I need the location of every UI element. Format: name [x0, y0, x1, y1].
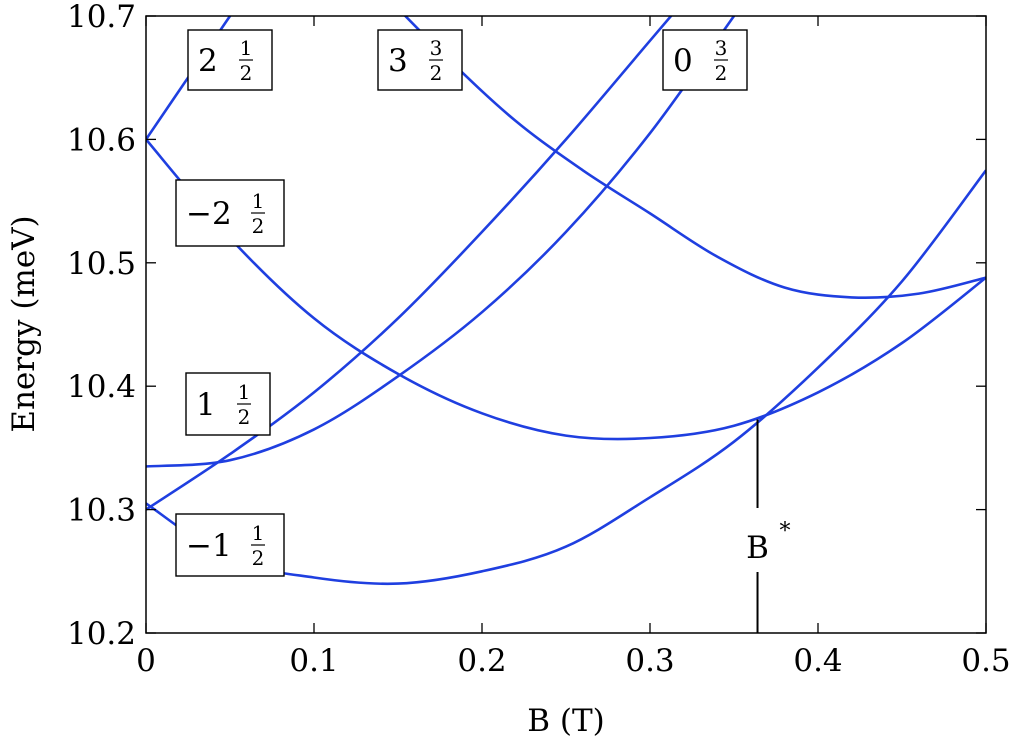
x-tick-label: 0	[136, 643, 156, 679]
curve-label-m: 0	[673, 43, 693, 79]
y-tick-label: 10.7	[67, 0, 136, 35]
x-tick-label: 0.2	[457, 643, 506, 679]
y-tick-label: 10.6	[67, 122, 136, 158]
curve-label-m: 2	[198, 43, 218, 79]
y-tick-label: 10.5	[67, 246, 136, 282]
curve-label-m: 1	[196, 387, 216, 423]
series-line-2	[403, 16, 986, 300]
curve-label-box: −2 12	[175, 179, 285, 247]
series-line-3	[146, 16, 673, 511]
y-tick-label: 10.2	[67, 616, 136, 652]
curve-label-numerator: 1	[252, 189, 265, 213]
curve-label-numerator: 1	[238, 380, 251, 404]
x-axis-title: B (T)	[527, 703, 605, 739]
curve-label-box: 2 12	[187, 29, 273, 91]
curve-label-numerator: 1	[252, 521, 265, 545]
curve-label-denominator: 2	[240, 61, 253, 85]
curve-label-m: −1	[186, 528, 232, 564]
annotation-layer: B *	[746, 419, 791, 633]
tick-layer: 0 0.1 0.2 0.3 0.4 0.5 10.2 10.3 10.4 10.5 10.6 10.7	[67, 0, 1011, 679]
series-layer	[146, 16, 986, 586]
curve-label-denominator: 2	[430, 61, 443, 85]
curve-label-numerator: 3	[715, 36, 728, 60]
x-tick-label: 0.4	[793, 643, 842, 679]
plot-frame	[145, 15, 987, 634]
x-tick-label: 0.1	[289, 643, 338, 679]
curve-label-numerator: 1	[240, 36, 253, 60]
series-line-5	[146, 16, 736, 468]
curve-label-box: 1 12	[185, 372, 271, 436]
curve-label-box: 0 32	[662, 29, 748, 91]
curve-label-box: 3 32	[377, 29, 463, 91]
y-tick-label: 10.4	[67, 369, 136, 405]
curve-label-m: −2	[186, 196, 232, 232]
b-star-label: B	[746, 530, 769, 566]
curve-label-m: 3	[388, 43, 408, 79]
curve-label-denominator: 2	[715, 61, 728, 85]
curve-label-denominator: 2	[252, 214, 265, 238]
curve-label-box: −1 12	[175, 513, 285, 577]
series-line-6	[146, 169, 986, 586]
curve-label-denominator: 2	[252, 546, 265, 570]
y-axis-title: Energy (meV)	[6, 215, 42, 432]
b-star-superscript: *	[780, 519, 791, 544]
x-tick-label: 0.3	[625, 643, 674, 679]
curve-label-layer: 2 12 3 32 0 32−2 121 12−1 12	[175, 29, 748, 577]
x-tick-label: 0.5	[961, 643, 1010, 679]
y-tick-label: 10.3	[67, 493, 136, 529]
series-line-4	[146, 138, 986, 441]
curve-label-denominator: 2	[238, 405, 251, 429]
curve-label-numerator: 3	[430, 36, 443, 60]
